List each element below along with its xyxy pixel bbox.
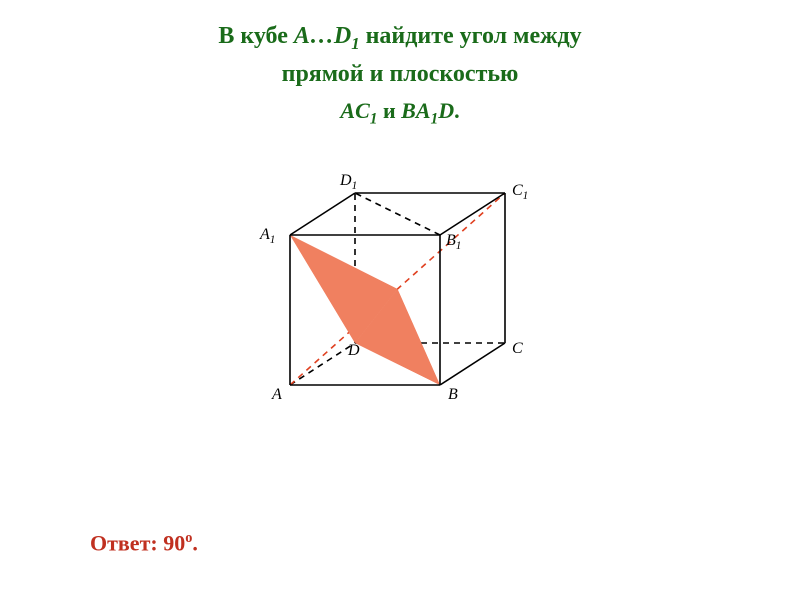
- title-line-2: прямой и плоскостью: [0, 56, 800, 92]
- answer-prefix: Ответ:: [90, 530, 163, 555]
- title-suffix: найдите угол между: [360, 23, 582, 49]
- cube-svg: A B C D A1 B1 C1 D1: [240, 155, 560, 435]
- m3: D: [438, 98, 454, 123]
- title-block: В кубе A…D1 найдите угол между прямой и …: [0, 0, 800, 128]
- svg-text:B: B: [448, 386, 458, 403]
- svg-text:C: C: [512, 340, 523, 357]
- answer-text: Ответ: 90o.: [90, 530, 198, 556]
- m-dot: .: [454, 98, 460, 123]
- title-math-sub: 1: [351, 34, 359, 53]
- svg-text:C1: C1: [512, 182, 528, 202]
- svg-text:D: D: [347, 342, 360, 359]
- answer-value: 90: [163, 530, 185, 555]
- title-prefix: В кубе: [218, 23, 294, 49]
- m1: AC: [340, 98, 369, 123]
- m-and: и: [377, 98, 401, 123]
- svg-text:A: A: [271, 386, 282, 403]
- svg-text:D1: D1: [339, 172, 357, 192]
- title-line-1: В кубе A…D1 найдите угол между: [0, 18, 800, 56]
- svg-text:B1: B1: [446, 232, 461, 252]
- title-math: A…D: [294, 23, 351, 49]
- cube-diagram: A B C D A1 B1 C1 D1: [240, 155, 560, 435]
- m2: BA: [401, 98, 430, 123]
- title-line-3: AC1 и BA1D.: [0, 98, 800, 128]
- svg-text:A1: A1: [259, 226, 275, 246]
- answer-suffix: .: [192, 530, 198, 555]
